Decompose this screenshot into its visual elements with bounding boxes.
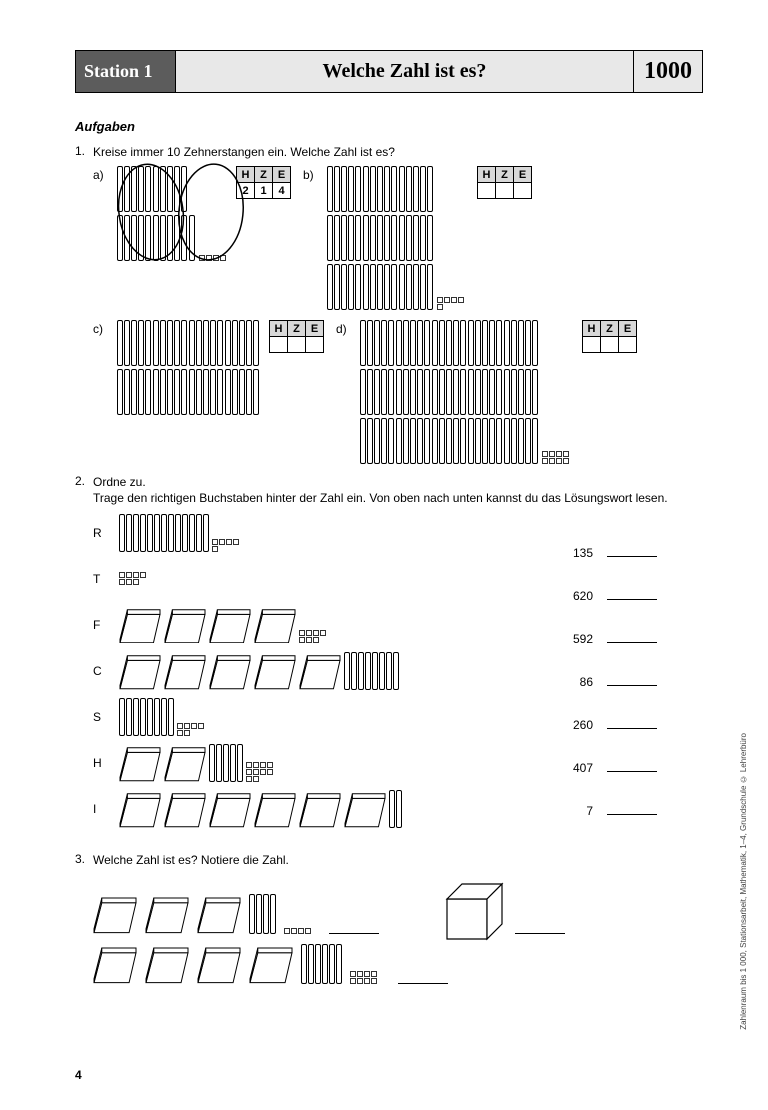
answer-number: 7	[553, 804, 593, 818]
task-number: 2.	[75, 474, 93, 506]
hze-table: HZE	[477, 166, 532, 199]
task-text: Ordne zu.Trage den richtigen Buchstaben …	[93, 474, 703, 506]
answer-number: 86	[553, 675, 593, 689]
match-row: S	[93, 697, 523, 737]
page-number: 4	[75, 1068, 82, 1082]
match-letter: S	[93, 710, 119, 724]
problem-label: c)	[93, 320, 111, 336]
thousand-cube	[437, 874, 497, 934]
answer-blank[interactable]	[607, 801, 657, 815]
answer-blank[interactable]	[607, 672, 657, 686]
hze-table: HZE	[269, 320, 324, 353]
problem: b) HZE	[303, 166, 532, 310]
match-row: F	[93, 605, 523, 645]
task-text: Welche Zahl ist es? Notiere die Zahl.	[93, 852, 703, 868]
section-label: Aufgaben	[75, 119, 703, 134]
answer-row: 86	[553, 672, 703, 689]
answer-row: 620	[553, 586, 703, 603]
worksheet-number: 1000	[634, 51, 702, 92]
match-row: T	[93, 559, 523, 599]
task3-row	[93, 944, 703, 984]
answer-row: 7	[553, 801, 703, 818]
answer-blank[interactable]	[607, 543, 657, 557]
task-number: 3.	[75, 852, 93, 868]
answer-number: 260	[553, 718, 593, 732]
answer-blank[interactable]	[607, 715, 657, 729]
answer-row: 592	[553, 629, 703, 646]
answer-blank[interactable]	[607, 586, 657, 600]
hze-table: HZE214	[236, 166, 291, 199]
match-row: H	[93, 743, 523, 783]
task-2: 2. Ordne zu.Trage den richtigen Buchstab…	[75, 474, 703, 506]
match-row: C	[93, 651, 523, 691]
task-text: Kreise immer 10 Zehnerstangen ein. Welch…	[93, 144, 703, 160]
match-letter: F	[93, 618, 119, 632]
task-number: 1.	[75, 144, 93, 160]
answer-blank[interactable]	[607, 629, 657, 643]
problem-label: a)	[93, 166, 111, 182]
match-row: I	[93, 789, 523, 829]
answer-number: 592	[553, 632, 593, 646]
side-caption: Zahlenraum bis 1 000, Stationsarbeit, Ma…	[739, 733, 748, 1030]
match-letter: T	[93, 572, 119, 586]
answer-blank[interactable]	[398, 970, 448, 984]
match-letter: I	[93, 802, 119, 816]
answer-blank[interactable]	[607, 758, 657, 772]
problem: d) HZE	[336, 320, 637, 464]
answer-number: 135	[553, 546, 593, 560]
match-letter: C	[93, 664, 119, 678]
problem: c) HZE	[93, 320, 324, 464]
match-row: R	[93, 513, 523, 553]
worksheet-title: Welche Zahl ist es?	[176, 51, 634, 92]
match-letter: R	[93, 526, 119, 540]
answer-blank[interactable]	[329, 920, 379, 934]
answer-number: 620	[553, 589, 593, 603]
task-1: 1. Kreise immer 10 Zehnerstangen ein. We…	[75, 144, 703, 160]
answer-row: 260	[553, 715, 703, 732]
match-letter: H	[93, 756, 119, 770]
answer-row: 407	[553, 758, 703, 775]
problem-label: b)	[303, 166, 321, 182]
station-label: Station 1	[76, 51, 176, 92]
problem: a) HZE214	[93, 166, 291, 310]
task3-row	[93, 874, 703, 934]
answer-number: 407	[553, 761, 593, 775]
hze-table: HZE	[582, 320, 637, 353]
task-3: 3. Welche Zahl ist es? Notiere die Zahl.	[75, 852, 703, 868]
answer-row: 135	[553, 543, 703, 560]
problem-label: d)	[336, 320, 354, 336]
answer-blank[interactable]	[515, 920, 565, 934]
worksheet-header: Station 1 Welche Zahl ist es? 1000	[75, 50, 703, 93]
